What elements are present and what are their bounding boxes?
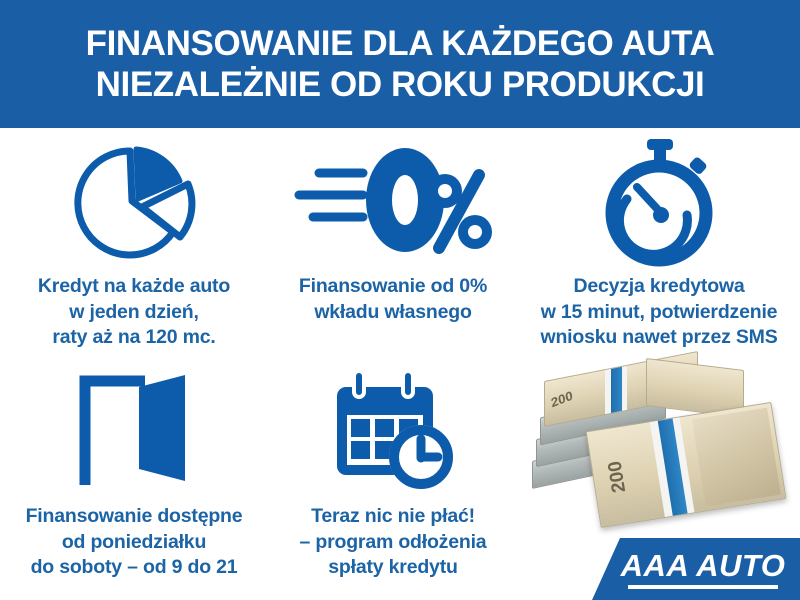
open-door-icon: [73, 366, 195, 498]
header-banner: FINANSOWANIE DLA KAŻDEGO AUTA NIEZALEŻNI…: [0, 0, 800, 128]
calendar-clock-icon-svg: [337, 371, 453, 489]
zero-percent-icon: [293, 136, 493, 268]
pie-chart-icon-svg: [74, 146, 196, 259]
feature-item-deferred-payment: Teraz nic nie płać! – program odłożenia …: [268, 366, 518, 600]
money-stack-image: 200 200 200: [528, 351, 787, 529]
zero-percent-icon-svg: [294, 148, 492, 254]
feature-caption: Teraz nic nie płać! – program odłożenia …: [299, 505, 487, 579]
aaa-auto-logo[interactable]: AAA AUTO: [592, 538, 800, 600]
headline-line-2: NIEZALEŻNIE OD ROKU PRODUKCJI: [95, 65, 705, 104]
pie-chart-icon: [70, 136, 198, 268]
open-door-icon-svg: [79, 375, 185, 485]
stopwatch-icon: [595, 136, 723, 268]
feature-caption: Finansowanie dostępne od poniedziałku do…: [25, 505, 243, 579]
calendar-clock-icon: [329, 366, 457, 498]
banknote-denomination: 200: [549, 387, 574, 411]
feature-grid: Kredyt na każde auto w jeden dzień, raty…: [0, 128, 800, 600]
feature-caption: Kredyt na każde auto w jeden dzień, raty…: [37, 275, 231, 349]
feature-caption: Decyzja kredytowa w 15 minut, potwierdze…: [540, 275, 778, 349]
feature-item-zero-percent: Finansowanie od 0% wkładu własnego: [268, 136, 518, 368]
feature-caption: Finansowanie od 0% wkładu własnego: [298, 275, 488, 323]
logo-underline: [628, 584, 778, 589]
feature-item-opening-hours: Finansowanie dostępne od poniedziałku do…: [0, 366, 268, 600]
banknote-band: [611, 366, 622, 413]
logo-text: AAA AUTO: [620, 547, 786, 583]
feature-item-decision-time: Decyzja kredytowa w 15 minut, potwierdze…: [518, 136, 800, 368]
banknote-denomination: 200: [604, 459, 631, 495]
headline-line-1: FINANSOWANIE DLA KAŻDEGO AUTA: [85, 23, 715, 63]
stopwatch-icon-svg: [605, 139, 713, 267]
feature-item-credit: Kredyt na każde auto w jeden dzień, raty…: [0, 136, 268, 368]
